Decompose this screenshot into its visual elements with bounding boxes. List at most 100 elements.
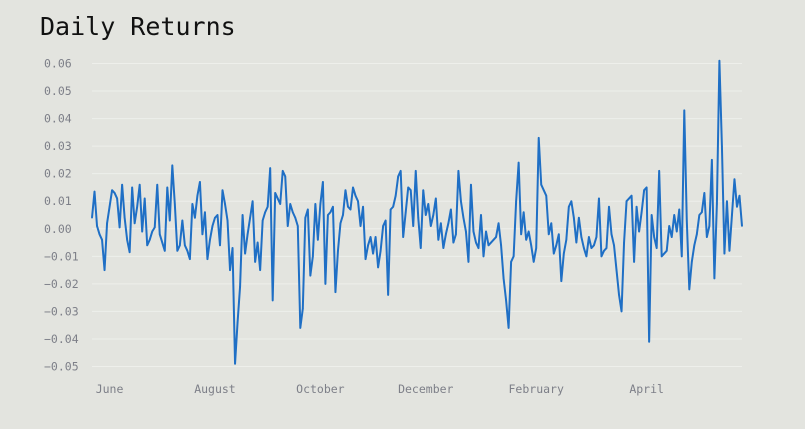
data-point: [555, 244, 558, 247]
data-point: [163, 250, 166, 252]
data-point: [169, 219, 171, 222]
data-point: [98, 233, 101, 236]
data-point: [470, 183, 472, 186]
data-point: [324, 283, 327, 285]
data-point: [620, 310, 623, 313]
data-point: [633, 261, 635, 263]
data-point: [344, 189, 347, 192]
data-point: [246, 233, 249, 236]
data-point: [138, 183, 141, 186]
data-point: [655, 247, 658, 249]
data-point: [590, 247, 593, 249]
chart-title: Daily Returns: [40, 12, 236, 41]
data-point: [535, 247, 538, 249]
data-point: [299, 327, 302, 329]
data-point: [588, 236, 590, 238]
series-line: [91, 59, 743, 365]
x-tick-label: February: [509, 382, 564, 396]
data-point: [570, 200, 573, 203]
data-point: [111, 189, 113, 192]
data-point: [171, 164, 174, 167]
data-point: [249, 216, 251, 219]
data-point: [143, 197, 146, 200]
data-point: [701, 211, 703, 214]
y-tick-label: 0.03: [44, 139, 72, 153]
data-point: [357, 200, 359, 203]
data-point: [231, 247, 234, 249]
series-layer: [91, 59, 743, 365]
data-point: [221, 189, 224, 192]
data-point: [733, 178, 736, 180]
data-point: [184, 244, 186, 247]
data-point: [399, 170, 402, 172]
data-point: [322, 181, 324, 183]
data-point: [276, 197, 279, 200]
data-point: [146, 244, 149, 247]
data-point: [477, 247, 480, 249]
data-point: [158, 233, 161, 236]
data-point: [274, 192, 277, 194]
data-point: [329, 211, 332, 214]
data-point: [194, 216, 196, 219]
data-point: [317, 238, 319, 241]
data-point: [216, 214, 219, 216]
data-point: [645, 186, 648, 189]
data-point: [658, 170, 660, 172]
data-point: [136, 205, 138, 208]
data-point: [339, 222, 342, 225]
data-point: [261, 219, 264, 222]
data-point: [91, 216, 93, 219]
data-point: [106, 222, 108, 225]
data-point: [354, 194, 357, 197]
data-point: [377, 266, 379, 269]
y-tick-label: 0.04: [44, 112, 72, 126]
data-point: [711, 159, 713, 161]
data-point: [435, 197, 437, 200]
data-point: [419, 247, 422, 249]
data-point: [417, 216, 420, 219]
data-point: [239, 285, 241, 288]
y-tick-label: −0.05: [44, 359, 79, 373]
x-tick-label: October: [296, 382, 345, 396]
data-point: [397, 175, 399, 178]
data-point: [312, 255, 314, 258]
data-point: [568, 205, 570, 208]
data-point: [563, 252, 565, 255]
data-point: [625, 200, 628, 203]
data-point: [628, 197, 630, 200]
data-point: [342, 214, 344, 216]
data-point: [156, 183, 159, 186]
data-point: [296, 225, 299, 227]
data-point: [500, 244, 502, 247]
data-point: [404, 211, 407, 214]
y-tick-label: −0.04: [44, 332, 79, 346]
data-point: [229, 269, 231, 271]
data-point: [455, 233, 457, 236]
data-point: [211, 225, 214, 227]
data-point: [196, 194, 199, 197]
data-point: [414, 170, 417, 172]
data-point: [141, 230, 143, 233]
data-point: [259, 269, 261, 271]
data-point: [467, 261, 470, 263]
data-point: [480, 214, 482, 216]
data-point: [166, 186, 169, 189]
data-point: [485, 230, 487, 233]
data-point: [394, 194, 397, 197]
data-point: [537, 137, 540, 139]
data-point: [101, 238, 103, 241]
data-point: [585, 255, 588, 258]
data-point: [653, 236, 655, 238]
data-point: [648, 340, 650, 343]
data-point: [683, 109, 686, 112]
data-point: [452, 241, 455, 244]
data-point: [409, 189, 412, 192]
data-point: [718, 59, 721, 62]
data-point: [693, 244, 696, 247]
data-point: [236, 321, 239, 324]
data-point: [685, 219, 688, 222]
data-point: [121, 183, 123, 186]
data-point: [650, 214, 653, 216]
data-point: [573, 216, 575, 219]
data-point: [615, 269, 618, 271]
